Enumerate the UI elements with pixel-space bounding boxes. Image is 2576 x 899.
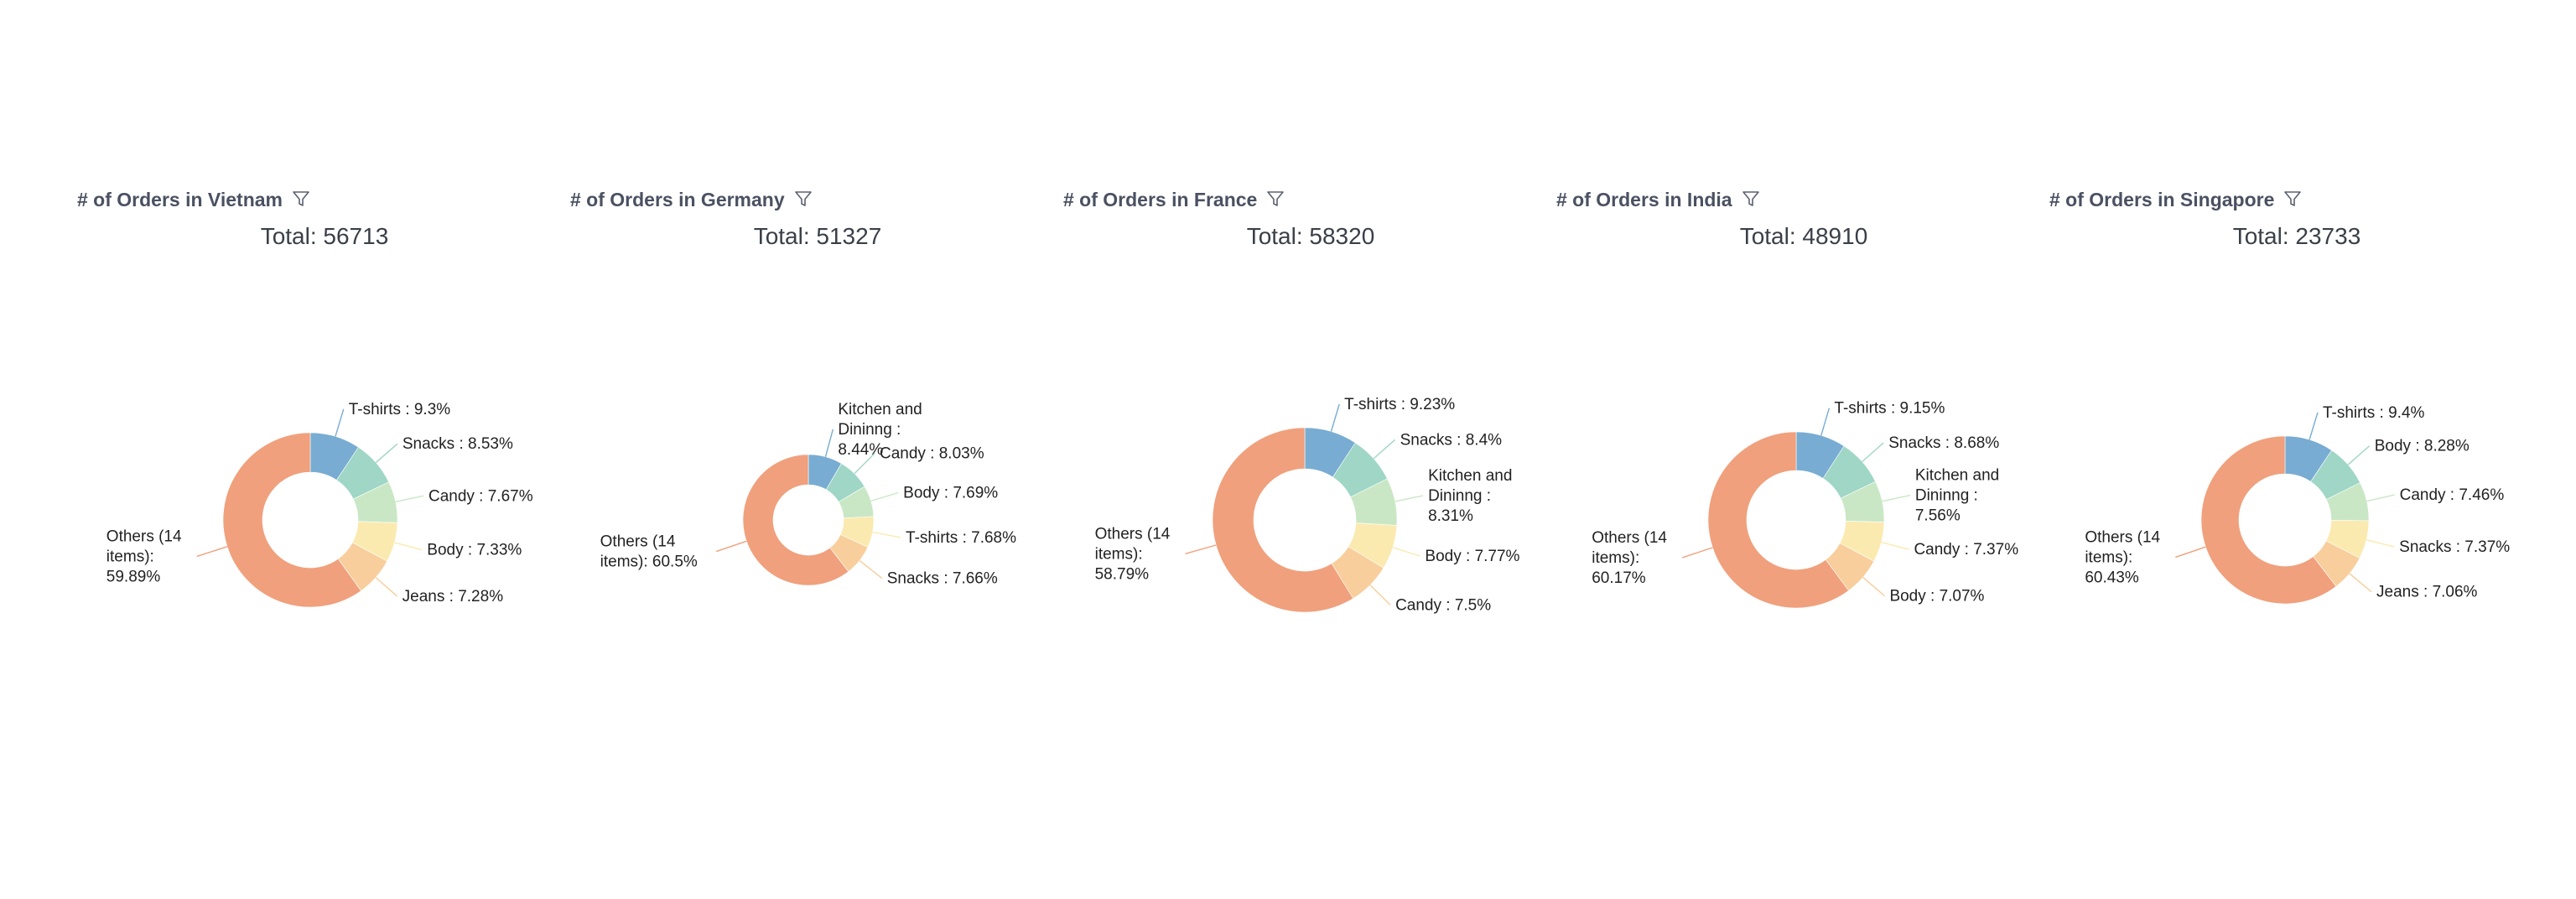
leader-line bbox=[1862, 442, 1884, 463]
donut-chart: T-shirts : 9.15% Snacks : 8.68% Kitchen an… bbox=[1592, 400, 2018, 609]
donut-chart: T-shirts : 9.23% Snacks : 8.4% Kitchen and… bbox=[1095, 396, 1520, 615]
chart-total: Total: 48910 bbox=[1739, 223, 1868, 249]
leader-line bbox=[2175, 546, 2206, 559]
slice-label: Candy : 7.46% bbox=[2400, 486, 2505, 504]
chart-title-text: # of Orders in Vietnam bbox=[77, 188, 283, 210]
leader-line bbox=[870, 491, 899, 502]
leader-line bbox=[1392, 547, 1420, 557]
slice-label: T-shirts : 9.23% bbox=[1344, 396, 1455, 413]
chart-title-text: # of Orders in India bbox=[1556, 188, 1732, 210]
donut-chart: T-shirts : 9.4% Body : 8.28% Candy : 7.46%… bbox=[2085, 404, 2510, 605]
slice-label: T-shirts : 9.4% bbox=[2323, 404, 2425, 422]
slice-others-60-43[interactable] bbox=[2200, 435, 2337, 605]
donut-chart: T-shirts : 9.3% Snacks : 8.53% Candy : 7.6… bbox=[106, 401, 533, 608]
chart-panel-0: # of Orders in Vietnam Total: 56713 T-shir… bbox=[77, 168, 572, 688]
leader-line bbox=[2366, 539, 2395, 548]
chart-total: Total: 56713 bbox=[260, 223, 389, 249]
slice-label: Body : 7.77% bbox=[1425, 548, 1519, 565]
slice-others-58-79[interactable] bbox=[1212, 427, 1354, 613]
slice-label: Snacks : 8.4% bbox=[1400, 431, 1503, 449]
leader-line bbox=[335, 408, 345, 437]
leader-line bbox=[1394, 495, 1424, 502]
leader-line bbox=[1330, 403, 1340, 432]
leader-line bbox=[196, 546, 228, 558]
slice-others-59-89[interactable] bbox=[222, 432, 361, 608]
chart-total: Total: 58320 bbox=[1246, 223, 1375, 249]
chart-title: # of Orders in India bbox=[1556, 183, 1763, 216]
chart-panel-1: # of Orders in Germany Total: 51327 Kitche… bbox=[570, 168, 1065, 688]
chart-panel-2: # of Orders in France Total: 58320 T-shirt… bbox=[1063, 168, 1558, 688]
leader-line bbox=[1369, 585, 1391, 606]
slice-label: Jeans : 7.06% bbox=[2376, 584, 2478, 601]
chart-total: Total: 23733 bbox=[2232, 223, 2361, 249]
slice-label: Snacks : 8.68% bbox=[1888, 434, 1999, 452]
slice-label: Snacks : 8.53% bbox=[402, 435, 513, 453]
leader-line bbox=[859, 559, 883, 579]
leader-line bbox=[1682, 547, 1713, 559]
donut-chart: Kitchen and Dininng :8.44%Candy : 8.03% Bo… bbox=[600, 401, 1016, 588]
slice-others-60-5[interactable] bbox=[742, 454, 849, 586]
chart-title: # of Orders in Vietnam bbox=[77, 183, 313, 216]
slice-label: Others (14 items): 60.43% bbox=[2085, 528, 2160, 586]
slice-label: Others (14 items): 60.5% bbox=[600, 533, 698, 571]
leader-line bbox=[824, 429, 834, 457]
leader-line bbox=[1373, 439, 1396, 460]
chart-panel-4: # of Orders in Singapore Total: 23733 T-sh… bbox=[2049, 168, 2544, 688]
slice-label: Kitchen and Dininng :7.56% bbox=[1915, 467, 1999, 525]
slice-label: Body : 7.69% bbox=[903, 485, 998, 502]
leader-line bbox=[1862, 576, 1885, 597]
slice-label: Jeans : 7.28% bbox=[402, 588, 504, 605]
slice-label: T-shirts : 9.15% bbox=[1834, 400, 1945, 418]
funnel-icon[interactable] bbox=[1265, 189, 1287, 210]
leader-line bbox=[2349, 573, 2372, 593]
chart-title: # of Orders in Singapore bbox=[2049, 183, 2304, 216]
chart-title: # of Orders in Germany bbox=[570, 183, 815, 216]
leader-line bbox=[1881, 541, 1909, 550]
chart-title-text: # of Orders in France bbox=[1063, 188, 1258, 210]
slice-label: Others (14 items): 60.17% bbox=[1592, 529, 1667, 587]
slice-label: Kitchen and Dininng :8.31% bbox=[1428, 467, 1512, 525]
slice-label: Body : 7.33% bbox=[427, 542, 522, 559]
leader-line bbox=[394, 542, 423, 551]
slice-label: Kitchen and Dininng :8.44% bbox=[838, 401, 922, 459]
slice-label: Body : 7.07% bbox=[1889, 588, 1984, 605]
funnel-icon[interactable] bbox=[1741, 189, 1763, 210]
leader-line bbox=[375, 443, 398, 464]
slice-label: Snacks : 7.66% bbox=[887, 570, 998, 588]
funnel-icon[interactable] bbox=[793, 189, 815, 210]
leader-line bbox=[872, 531, 901, 538]
leader-line bbox=[2309, 412, 2319, 440]
slice-label: T-shirts : 9.3% bbox=[349, 401, 451, 418]
slice-others-60-17[interactable] bbox=[1707, 431, 1850, 609]
slice-label: Candy : 7.37% bbox=[1914, 541, 2018, 559]
chart-title-text: # of Orders in Germany bbox=[570, 188, 785, 210]
slice-label: Snacks : 7.37% bbox=[2399, 538, 2510, 556]
leader-line bbox=[2347, 445, 2371, 465]
leader-line bbox=[1820, 408, 1831, 436]
slice-label: Body : 8.28% bbox=[2375, 438, 2470, 455]
chart-title: # of Orders in France bbox=[1063, 183, 1287, 216]
leader-line bbox=[1185, 544, 1217, 555]
chart-total: Total: 51327 bbox=[753, 223, 882, 249]
funnel-icon[interactable] bbox=[291, 189, 313, 210]
slice-label: T-shirts : 7.68% bbox=[906, 529, 1016, 547]
leader-line bbox=[395, 495, 424, 503]
leader-line bbox=[854, 453, 875, 475]
chart-panel-3: # of Orders in India Total: 48910 T-shirts… bbox=[1556, 168, 2051, 688]
leader-line bbox=[716, 540, 747, 553]
slice-label: Candy : 7.67% bbox=[428, 487, 533, 505]
slice-label: Candy : 7.5% bbox=[1395, 597, 1491, 615]
leader-line bbox=[2366, 494, 2395, 502]
slice-label: Others (14 items): 58.79% bbox=[1095, 525, 1171, 583]
slice-label: Candy : 8.03% bbox=[880, 445, 984, 463]
chart-title-text: # of Orders in Singapore bbox=[2049, 188, 2275, 210]
leader-line bbox=[1882, 494, 1911, 502]
leader-line bbox=[375, 577, 398, 597]
slice-label: Others (14 items): 59.89% bbox=[106, 527, 182, 585]
funnel-icon[interactable] bbox=[2283, 189, 2304, 210]
